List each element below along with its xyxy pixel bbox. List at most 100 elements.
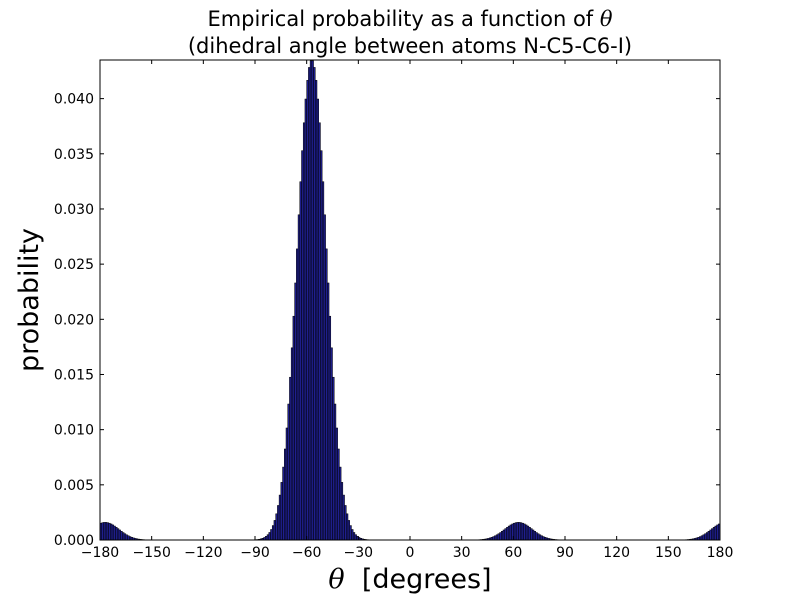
histogram-bar — [278, 494, 282, 541]
histogram-bar — [711, 528, 714, 541]
histogram-bar — [337, 448, 340, 541]
y-tick-label: 0.025 — [54, 257, 94, 273]
histogram-bar — [265, 536, 268, 541]
histogram-bar — [282, 466, 285, 541]
histogram-bar — [494, 535, 497, 541]
histogram-bar — [492, 536, 495, 541]
histogram-bar — [297, 214, 301, 541]
y-tick-label: 0.005 — [54, 478, 94, 494]
histogram-bar — [501, 531, 504, 541]
histogram-bar — [115, 527, 118, 541]
y-tick-label: 0.000 — [54, 533, 94, 549]
histogram-bar — [122, 532, 125, 541]
histogram-bar — [125, 534, 128, 541]
histogram-bar — [325, 248, 328, 541]
histogram-bar — [349, 525, 352, 541]
x-tick-label: 60 — [504, 545, 522, 561]
histogram-bar — [330, 347, 333, 541]
histogram-bar — [525, 524, 528, 541]
histogram-bar — [111, 524, 115, 541]
x-tick-label: −150 — [132, 545, 170, 561]
histogram-bar — [294, 282, 297, 541]
x-tick-label: −180 — [81, 545, 119, 561]
histogram-bar — [113, 525, 116, 541]
histogram-bar — [284, 448, 287, 541]
histogram-bar — [328, 315, 332, 541]
chart-title-line-2: (dihedral angle between atoms N-C5-C6-I) — [188, 34, 632, 58]
histogram-bar — [320, 150, 323, 541]
histogram-bar — [354, 534, 357, 541]
histogram-bar — [277, 505, 280, 541]
histogram-bar — [318, 122, 321, 541]
histogram-bar — [290, 347, 294, 541]
x-tick-label: 180 — [707, 545, 734, 561]
histogram-bar — [521, 522, 524, 541]
y-axis-ticks: 0.000 0.005 0.010 0.015 0.020 0.025 0.030 0.035… — [54, 92, 720, 549]
histogram-bar — [280, 482, 283, 541]
histogram-bar — [123, 533, 127, 541]
histogram-bar — [540, 535, 543, 541]
histogram-bar — [332, 376, 335, 541]
histogram-bar — [704, 533, 707, 541]
histogram-bar — [116, 528, 120, 541]
y-tick-label: 0.040 — [54, 92, 94, 108]
histogram-bar — [528, 527, 531, 541]
chart-title-prefix: Empirical probability as a function of — [207, 7, 599, 31]
histogram-bars — [99, 60, 721, 541]
histogram-bar — [352, 532, 356, 541]
histogram-bar — [321, 181, 325, 541]
histogram-bar — [707, 531, 710, 541]
histogram-bar — [495, 534, 499, 541]
histogram-bar — [509, 524, 512, 541]
histogram-bar — [103, 522, 106, 541]
x-axis-label-symbol: θ — [328, 564, 344, 595]
histogram-bar — [523, 523, 526, 541]
histogram-bar — [110, 523, 113, 541]
histogram-bar — [313, 67, 316, 541]
histogram-bar — [271, 525, 275, 541]
histogram-bar — [309, 60, 313, 541]
x-axis-ticks: −180 −150 −120 −90 −60 −30 0 30 60 90 120 150 180 — [81, 60, 734, 561]
histogram-bar — [351, 529, 354, 541]
histogram-bar — [104, 522, 108, 541]
histogram-bar — [502, 529, 505, 541]
histogram-bar — [301, 150, 304, 541]
x-tick-label: −90 — [240, 545, 270, 561]
histogram-bar — [700, 535, 704, 541]
histogram-bar — [304, 98, 307, 541]
histogram-bar — [323, 214, 326, 541]
histogram-bar — [120, 531, 123, 541]
chart-title: Empirical probability as a function of θ… — [188, 7, 632, 58]
histogram-bar — [296, 248, 299, 541]
histogram-bar — [519, 522, 523, 541]
histogram-bar — [127, 535, 130, 541]
x-axis-label-text: [degrees] — [345, 564, 492, 595]
histogram-bar — [306, 80, 309, 541]
histogram-bar — [101, 522, 104, 541]
histogram-bar — [537, 533, 540, 541]
histogram-bar — [302, 122, 306, 541]
y-axis-label: probability — [14, 228, 45, 372]
histogram-bar — [335, 427, 338, 541]
histogram-bar — [535, 532, 538, 541]
histogram-bar — [273, 520, 276, 541]
x-tick-label: 30 — [453, 545, 471, 561]
x-tick-label: 120 — [603, 545, 630, 561]
histogram-bar — [292, 315, 295, 541]
histogram-bar — [709, 529, 712, 541]
histogram-bar — [712, 527, 716, 541]
histogram-bar — [289, 376, 292, 541]
histogram-bar — [285, 427, 288, 541]
chart-title-line-1: Empirical probability as a function of θ — [207, 7, 612, 31]
histogram-bar — [538, 534, 542, 541]
x-tick-label: 0 — [406, 545, 415, 561]
histogram-bar — [499, 532, 502, 541]
histogram-bar — [268, 532, 271, 541]
histogram-bar — [266, 534, 270, 541]
histogram-bar — [497, 533, 500, 541]
histogram-bar — [532, 529, 535, 541]
histogram-bar — [699, 536, 702, 541]
histogram-bar — [129, 536, 132, 541]
histogram-bar — [333, 403, 337, 541]
histogram-bar — [533, 531, 536, 541]
